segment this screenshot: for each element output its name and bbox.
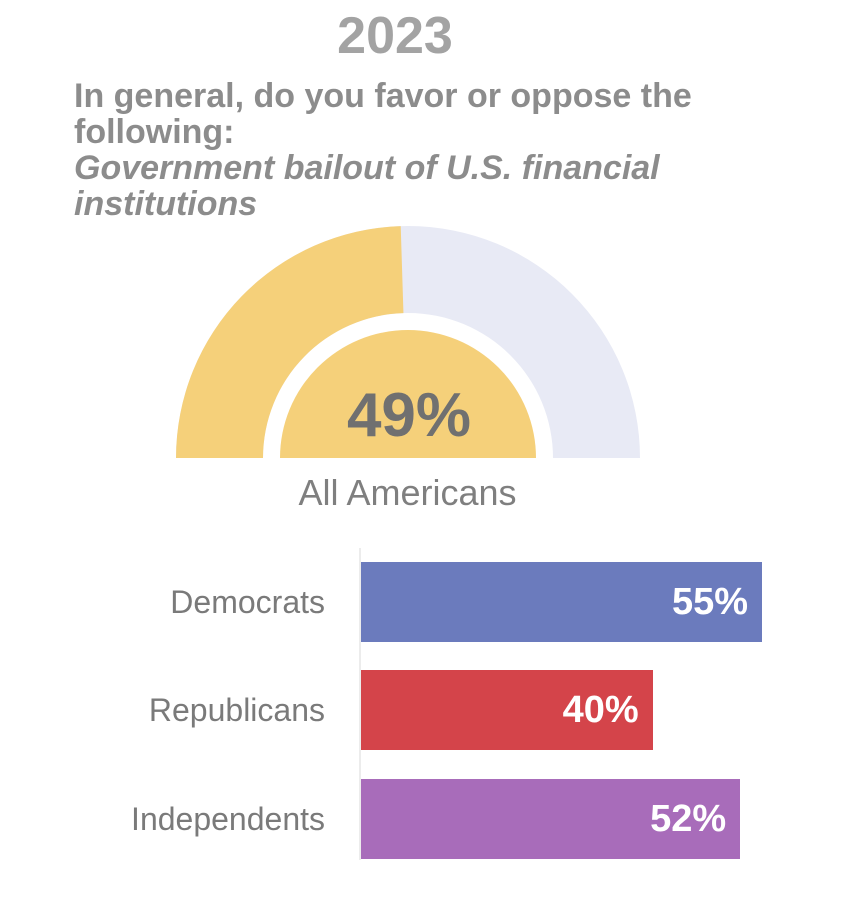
chart-question: In general, do you favor or oppose the f… bbox=[74, 78, 794, 222]
gauge-caption: All Americans bbox=[298, 472, 517, 513]
bar-category-label: Independents bbox=[131, 801, 325, 837]
bar-independents: 52% bbox=[361, 779, 741, 859]
bar-value-label: 55% bbox=[671, 581, 748, 623]
bar-democrats: 55% bbox=[361, 562, 762, 642]
bar-row-independents: Independents 52% bbox=[0, 779, 850, 859]
bar-category-label: Republicans bbox=[148, 692, 325, 728]
gauge-inner-semicircle bbox=[280, 330, 536, 458]
gauge-favor-arc bbox=[176, 226, 404, 458]
bar-row-republicans: Republicans 40% bbox=[0, 670, 850, 750]
gauge-value-label: 49% bbox=[346, 381, 472, 450]
gauge-chart bbox=[176, 226, 640, 458]
bar-value-label: 40% bbox=[562, 689, 639, 731]
chart-year: 2023 bbox=[337, 7, 453, 65]
bar-axis-line bbox=[359, 548, 361, 860]
bar-row-democrats: Democrats 55% bbox=[0, 562, 850, 642]
question-item: Government bailout of U.S. financial ins… bbox=[74, 149, 660, 223]
question-text: In general, do you favor or oppose the f… bbox=[74, 77, 692, 151]
bar-value-label: 52% bbox=[650, 798, 727, 840]
bar-republicans: 40% bbox=[361, 670, 653, 750]
bar-category-label: Democrats bbox=[170, 584, 325, 620]
